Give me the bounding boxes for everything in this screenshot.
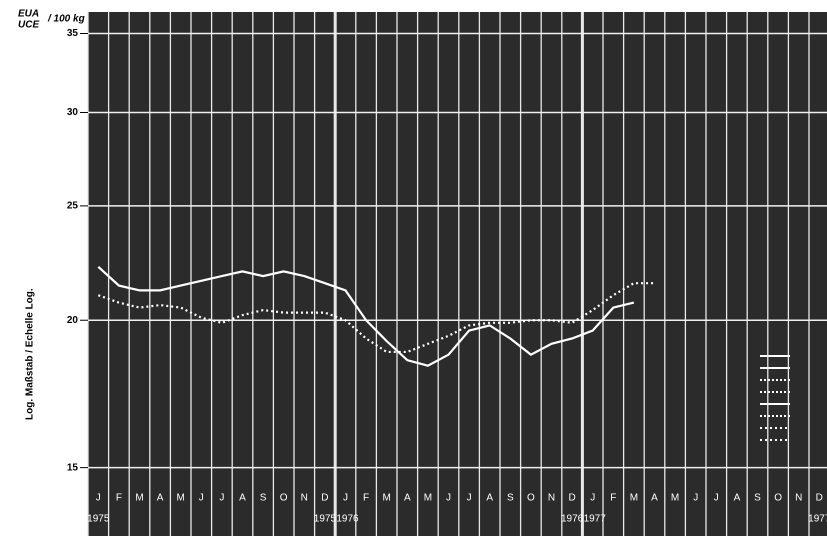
x-tick-label: D [816,493,823,504]
x-tick-label: N [795,493,802,504]
x-tick-label: J [590,493,595,504]
year-label: 1976 [336,514,359,525]
unit-label: UCE [18,20,39,31]
x-tick-label: J [467,493,472,504]
plot-background [88,12,827,536]
x-tick-label: N [548,493,555,504]
x-tick-label: A [404,493,411,504]
x-tick-label: M [671,493,679,504]
x-tick-label: A [239,493,246,504]
x-tick-label: M [135,493,143,504]
y-tick-label: 15 [67,462,79,473]
year-label: 1975 [87,514,110,525]
series-line [97,282,655,354]
x-tick-label: O [280,493,288,504]
x-tick-label: N [301,493,308,504]
y-tick-label: 30 [67,107,79,118]
x-tick-label: F [116,493,122,504]
x-tick-label: J [446,493,451,504]
year-label: 1977 [584,514,607,525]
x-tick-label: J [714,493,719,504]
y-tick-label: 20 [67,315,79,326]
x-tick-label: A [734,493,741,504]
x-tick-label: M [630,493,638,504]
x-tick-label: J [343,493,348,504]
year-label: 1977 [808,514,827,525]
x-tick-label: A [486,493,493,504]
x-tick-label: A [157,493,164,504]
x-tick-label: O [774,493,782,504]
unit-label: / 100 kg [47,14,85,25]
y-tick-label: 35 [67,28,79,39]
x-tick-label: S [260,493,267,504]
legend-samples [760,355,790,441]
x-tick-label: M [177,493,185,504]
y-axis-label: Log. Maßstab / Echelle Log. [25,288,36,420]
x-tick-label: J [693,493,698,504]
x-tick-label: M [424,493,432,504]
x-tick-label: S [754,493,761,504]
y-tick-label: 25 [67,201,79,212]
x-tick-label: A [651,493,658,504]
x-tick-label: O [527,493,535,504]
x-tick-label: J [199,493,204,504]
x-tick-label: M [383,493,391,504]
x-tick-label: F [363,493,369,504]
unit-label: EUA [18,9,39,20]
year-label: 1976 [561,514,584,525]
x-tick-label: J [96,493,101,504]
x-tick-label: D [321,493,328,504]
x-tick-label: S [507,493,514,504]
x-tick-label: F [610,493,616,504]
series-line [97,265,635,367]
x-tick-label: J [219,493,224,504]
x-tick-label: D [568,493,575,504]
year-label: 1975 [314,514,337,525]
